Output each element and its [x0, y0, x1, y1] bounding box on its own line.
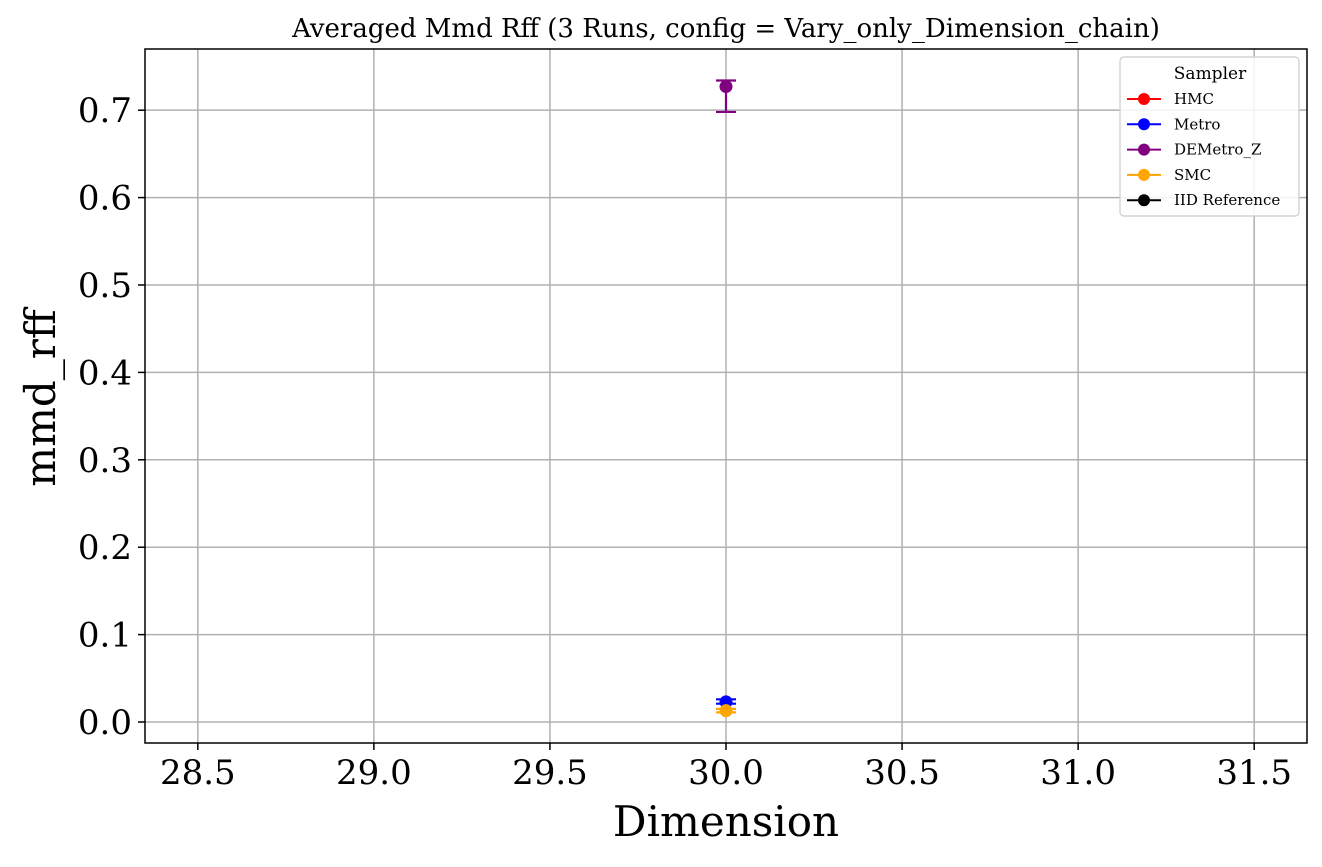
x-tick-label: 28.5 [160, 753, 236, 793]
y-tick-label: 0.5 [78, 266, 132, 306]
legend-swatch-marker [1138, 118, 1150, 131]
y-tick-label: 0.6 [78, 179, 132, 219]
x-axis-label: Dimension [613, 797, 839, 846]
y-axis-label: mmd_rff [16, 306, 65, 487]
legend-entry-label: IID Reference [1174, 191, 1280, 209]
data-points [716, 79, 736, 718]
y-tick-label: 0.4 [78, 353, 132, 393]
x-tick-label: 30.5 [864, 753, 940, 793]
legend-entry-label: HMC [1174, 90, 1214, 108]
data-point [719, 80, 733, 94]
x-tick-label: 29.5 [512, 753, 588, 793]
x-tick-label: 30.0 [688, 753, 764, 793]
legend-swatch-marker [1138, 93, 1150, 105]
y-tick-label: 0.0 [78, 703, 132, 743]
legend-entry-label: Metro [1174, 115, 1220, 133]
y-tick-label: 0.7 [78, 91, 132, 131]
legend-entry-label: DEMetro_Z [1174, 141, 1261, 159]
x-tick-label: 31.5 [1216, 753, 1292, 793]
x-tick-label: 29.0 [336, 753, 412, 793]
y-tick-label: 0.3 [78, 441, 132, 481]
legend-swatch-marker [1138, 168, 1150, 181]
axis-ticks: 28.5 29.0 29.5 30.0 30.5 31.0 31.5 0.0 0.1 0.2 0.3… [78, 91, 1292, 793]
chart-title: Averaged Mmd Rff (3 Runs, config = Vary_… [291, 14, 1160, 44]
y-tick-label: 0.2 [78, 528, 132, 568]
legend-swatch-marker [1138, 194, 1150, 207]
legend-entry-label: SMC [1174, 166, 1211, 184]
legend-box [1119, 56, 1300, 217]
legend-swatch-marker [1138, 143, 1150, 156]
data-point [719, 704, 733, 718]
y-tick-label: 0.1 [78, 616, 132, 656]
grid-lines [145, 49, 1307, 743]
x-tick-label: 31.0 [1040, 753, 1116, 793]
legend-title: Sampler [1174, 64, 1247, 84]
legend: Sampler HMC Metro DEMetro_Z SMC IID Referenc… [1119, 56, 1300, 217]
